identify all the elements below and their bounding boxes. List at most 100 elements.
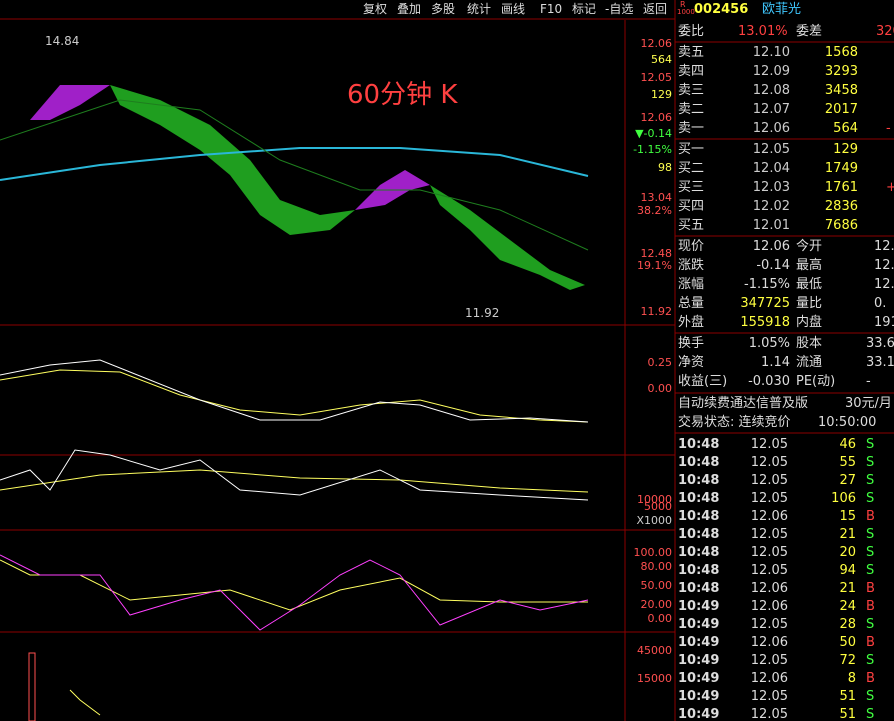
toolbar-button[interactable]: 多股 (431, 2, 456, 16)
trade-cell: 10:49 (678, 617, 720, 632)
trade-cell: 12.06 (750, 635, 788, 650)
order-book-cell: 买四 (678, 199, 705, 214)
trade-cell: 51 (839, 707, 856, 721)
toolbar-button[interactable]: 叠加 (397, 2, 422, 16)
toolbar-button[interactable]: 统计 (467, 2, 492, 16)
stat-cell: 12.0 (874, 277, 894, 292)
trade-cell: 12.05 (750, 437, 788, 452)
trade-cell: 12.06 (750, 671, 788, 686)
fund-cell: PE(动) (796, 374, 836, 389)
stock-code: 002456 (694, 2, 749, 17)
trade-cell: 12.05 (750, 473, 788, 488)
trade-cell: 12.05 (750, 617, 788, 632)
order-book-cell: 3458 (824, 83, 858, 98)
trade-cell: S (866, 491, 875, 506)
trade-cell: 55 (839, 455, 856, 470)
stat-cell: 总量 (678, 296, 705, 311)
trade-cell: 51 (839, 689, 856, 704)
trade-cell: 12.05 (750, 689, 788, 704)
chart-title: 60分钟 K (347, 80, 458, 110)
trade-cell: 10:48 (678, 491, 720, 506)
toolbar-button[interactable]: 复权 (363, 2, 388, 16)
toolbar-button[interactable]: 返回 (643, 2, 668, 16)
axis-label: 11.92 (640, 305, 673, 318)
axis-label: 45000 (637, 644, 672, 657)
trade-cell: 10:48 (678, 509, 720, 524)
order-book-cell: 卖五 (678, 45, 705, 60)
order-book-cell: 2836 (824, 199, 858, 214)
trade-cell: S (866, 563, 875, 578)
order-book-cell: 买三 (678, 180, 705, 195)
stat-cell: 12.1 (874, 258, 894, 273)
order-book-cell: + (886, 180, 894, 195)
axis-label: 564 (651, 53, 672, 66)
axis-label: 12.06 (640, 111, 673, 124)
stock-name: 欧菲光 (762, 2, 802, 17)
axis-label: 100.00 (633, 546, 673, 559)
stat-cell: -1.15% (744, 277, 790, 292)
order-book-cell: 7686 (824, 218, 858, 233)
trade-cell: S (866, 545, 875, 560)
order-book-cell: 买二 (678, 161, 705, 176)
trade-cell: 106 (831, 491, 856, 506)
stat-cell: 涨幅 (678, 277, 705, 292)
order-book-cell: 1749 (824, 161, 858, 176)
weibi: 委比 (678, 24, 705, 39)
fund-cell: 流通 (796, 355, 823, 370)
order-book-cell: 12.10 (752, 45, 790, 60)
weibi: 委差 (796, 24, 823, 39)
trade-cell: 21 (839, 527, 856, 542)
order-book-cell: 12.09 (752, 64, 790, 79)
axis-label: 10000 (637, 493, 672, 506)
trade-cell: 50 (839, 635, 856, 650)
trade-cell: 28 (839, 617, 856, 632)
badge-sub: 1000 (677, 8, 695, 16)
trade-cell: 12.06 (750, 599, 788, 614)
toolbar-button[interactable]: 画线 (501, 2, 526, 16)
axis-label: ▼-0.14 (635, 127, 672, 140)
toolbar-button[interactable]: F10 (540, 2, 563, 16)
trade-cell: 10:48 (678, 455, 720, 470)
trade-cell: 21 (839, 581, 856, 596)
axis-label: 5000 (644, 500, 672, 513)
trade-cell: 10:48 (678, 563, 720, 578)
stat-cell: 12.1 (874, 239, 894, 254)
trade-cell: 12.06 (750, 509, 788, 524)
fund-cell: 净资 (678, 355, 705, 370)
fund-cell: 1.14 (761, 355, 790, 370)
order-book-cell: 12.05 (752, 142, 790, 157)
trade-cell: 12.05 (750, 563, 788, 578)
axis-label: 0.25 (647, 356, 673, 369)
trade-cell: S (866, 437, 875, 452)
order-book-cell: 12.04 (752, 161, 790, 176)
order-book-cell: 12.06 (752, 121, 790, 136)
high-label: 14.84 (45, 34, 80, 48)
trade-cell: 72 (839, 653, 856, 668)
trade-cell: 10:49 (678, 671, 720, 686)
order-book-cell: - (886, 121, 891, 136)
trade-cell: 12.05 (750, 527, 788, 542)
stat-cell: -0.14 (756, 258, 790, 273)
order-book-cell: 卖三 (678, 83, 705, 98)
stat-cell: 19180 (874, 315, 894, 330)
trade-cell: S (866, 707, 875, 721)
fund-cell: -0.030 (748, 374, 790, 389)
axis-label: 50.00 (640, 579, 673, 592)
trade-cell: 12.06 (750, 581, 788, 596)
toolbar-button[interactable]: -自选 (605, 2, 634, 16)
axis-label: 98 (658, 161, 672, 174)
fund-cell: 换手 (678, 336, 705, 351)
trade-cell: 10:49 (678, 635, 720, 650)
trade-cell: B (866, 599, 875, 614)
weibi: 320 (876, 24, 894, 39)
trade-cell: B (866, 635, 875, 650)
badge: R (680, 0, 686, 9)
stat-cell: 量比 (796, 296, 823, 311)
toolbar-button[interactable]: 标记 (572, 2, 597, 16)
order-book-cell: 卖一 (678, 121, 705, 136)
trade-cell: 10:48 (678, 527, 720, 542)
order-book-cell: 2017 (824, 102, 858, 117)
axis-label: 0.00 (647, 612, 673, 625)
